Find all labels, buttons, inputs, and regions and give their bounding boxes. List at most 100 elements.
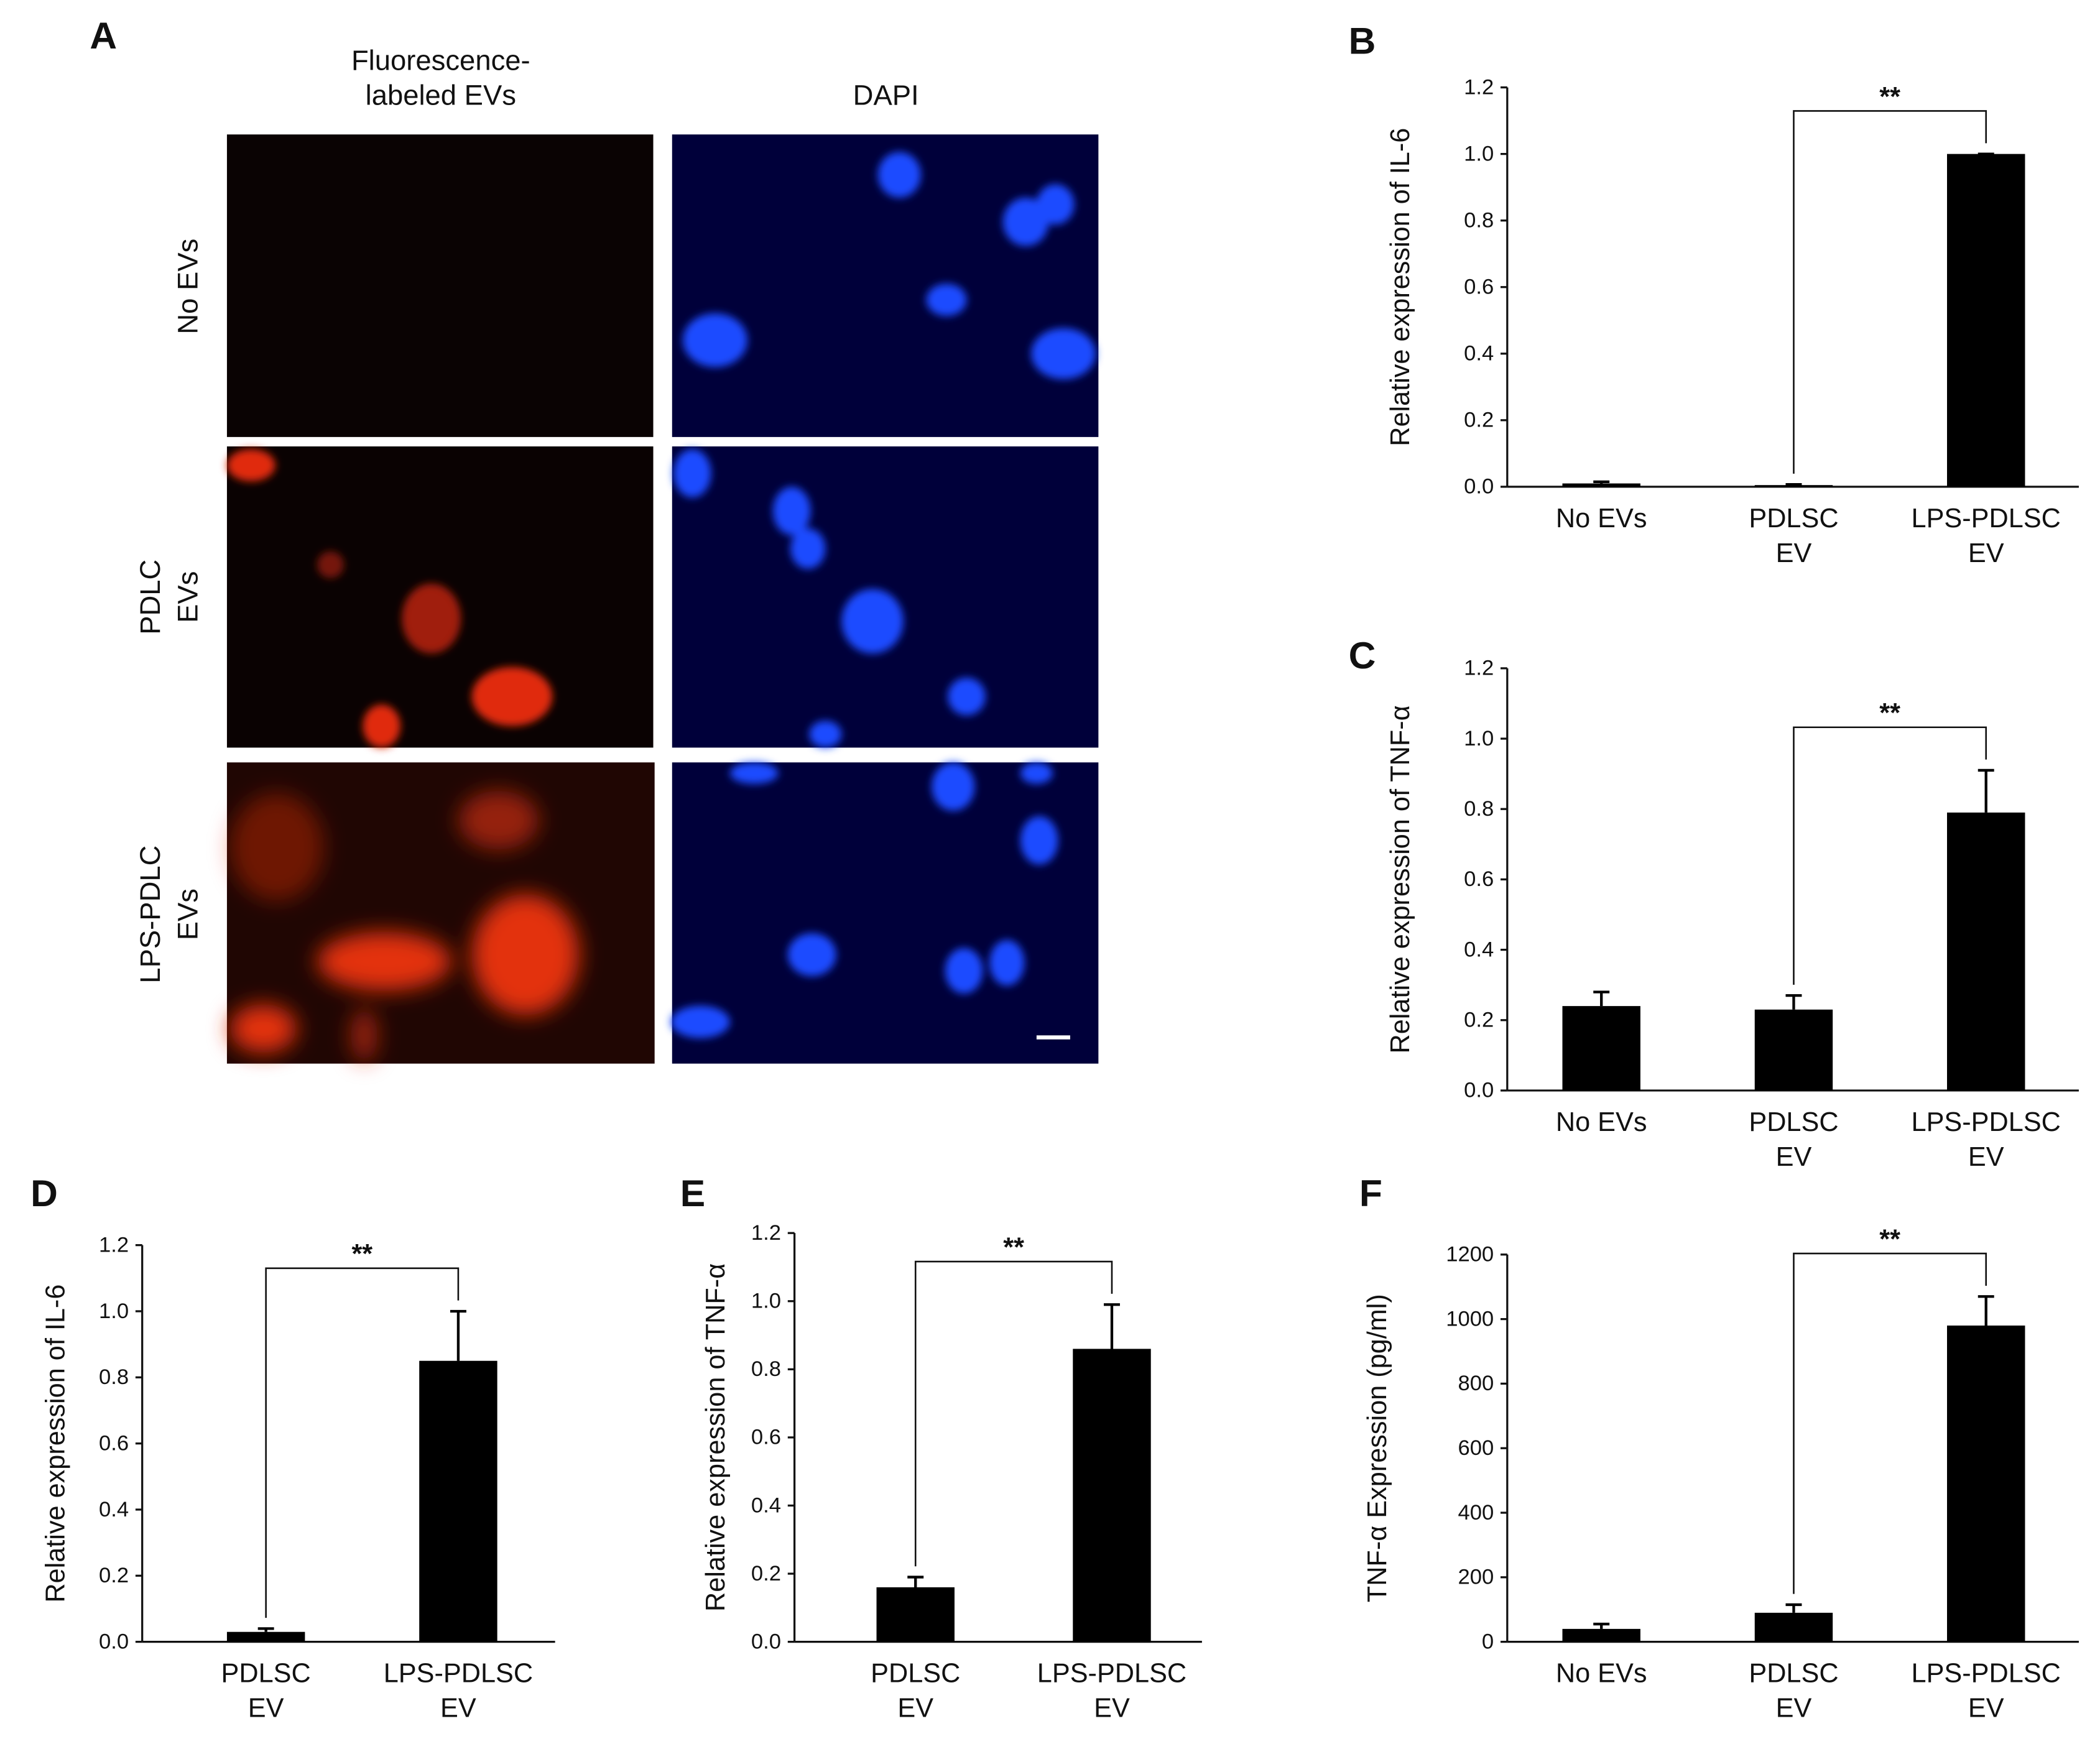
y-tick-label: 0.6 <box>1464 275 1494 299</box>
x-tick-label: PDLSC EV <box>221 1659 311 1723</box>
y-tick-label: 1.2 <box>1464 75 1494 99</box>
y-tick-label: 1.0 <box>99 1299 129 1323</box>
x-tick-label: LPS-PDLSC EV <box>1912 1659 2061 1723</box>
y-tick-label: 0.0 <box>99 1630 129 1653</box>
x-tick-label: PDLSC EV <box>871 1659 960 1723</box>
y-tick-label: 0.4 <box>751 1493 781 1517</box>
error-bar <box>1593 480 1610 484</box>
bar <box>1562 1628 1640 1642</box>
y-tick-label: 0.4 <box>1464 938 1494 961</box>
y-axis-label: Relative expression of IL-6 <box>1385 128 1415 446</box>
y-tick-label: 1000 <box>1446 1307 1494 1331</box>
y-tick-label: 0.2 <box>751 1562 781 1585</box>
significance-bracket <box>914 1260 1113 1567</box>
y-tick-label: 800 <box>1458 1372 1494 1395</box>
significance-bracket <box>1793 110 1987 474</box>
y-tick-label: 200 <box>1458 1566 1494 1589</box>
y-tick-label: 0.4 <box>99 1498 129 1521</box>
x-tick-label: No EVs <box>1556 504 1647 533</box>
bar <box>226 1631 305 1642</box>
x-tick-label: LPS-PDLSC EV <box>1912 504 2061 568</box>
x-tick-label: No EVs <box>1556 1107 1647 1137</box>
column-header: DAPI <box>853 80 919 111</box>
y-tick-label: 0.0 <box>1464 475 1494 499</box>
x-tick-label-line: EV <box>440 1694 476 1723</box>
x-tick-label-line: LPS-PDLSC <box>1912 1107 2061 1137</box>
bar <box>1562 483 1640 487</box>
significance-label: ** <box>1879 82 1900 112</box>
bar <box>1947 812 2025 1091</box>
x-tick-label-line: PDLSC <box>1749 504 1838 533</box>
x-tick-label: PDLSC EV <box>1749 1107 1838 1172</box>
x-tick-label-line: No EVs <box>1556 1107 1647 1137</box>
x-tick-label: LPS-PDLSC EV <box>384 1659 533 1723</box>
error-bar <box>1785 994 1802 1010</box>
y-tick-label: 0.6 <box>1464 867 1494 891</box>
x-tick-label-line: EV <box>897 1694 933 1723</box>
y-tick-label: 1.0 <box>1464 142 1494 165</box>
y-tick-label: 0.8 <box>1464 208 1494 232</box>
significance-bracket <box>265 1267 460 1618</box>
x-tick-label: PDLSC EV <box>1749 504 1838 568</box>
error-bar <box>1785 482 1802 486</box>
panel-letter: B <box>1349 20 1376 62</box>
column-header: Fluorescence-labeled EVs <box>351 44 530 111</box>
significance-label: ** <box>1879 698 1900 728</box>
y-axis-label: Relative expression of TNF-α <box>701 1263 731 1612</box>
bar <box>1947 154 2025 487</box>
error-bar <box>450 1309 466 1361</box>
x-tick-label-line: No EVs <box>1556 504 1647 533</box>
error-bar <box>907 1576 924 1587</box>
panel-letter: D <box>30 1172 58 1214</box>
error-bar <box>1104 1303 1120 1349</box>
x-tick-label-line: EV <box>1776 538 1812 568</box>
y-tick-label: 0.4 <box>1464 342 1494 366</box>
y-tick-label: 0.2 <box>1464 1008 1494 1032</box>
bar <box>1947 1325 2025 1642</box>
bar <box>876 1587 955 1642</box>
x-tick-label: PDLSC EV <box>1749 1659 1838 1723</box>
x-tick-label: LPS-PDLSC EV <box>1912 1107 2061 1172</box>
x-tick-label-line: PDLSC <box>1749 1659 1838 1689</box>
error-bar <box>1785 1603 1802 1613</box>
error-bar <box>1593 990 1610 1007</box>
x-tick-label-line: PDLSC <box>221 1659 311 1689</box>
x-tick-label-line: PDLSC <box>871 1659 960 1689</box>
y-axis-label: TNF-α Expression (pg/ml) <box>1362 1294 1392 1602</box>
bar <box>1754 1612 1833 1642</box>
y-tick-label: 1.2 <box>751 1221 781 1245</box>
row-header: PDLC EVs <box>134 560 204 635</box>
y-tick-label: 0 <box>1482 1630 1494 1653</box>
y-tick-label: 600 <box>1458 1436 1494 1460</box>
significance-label: ** <box>1003 1232 1024 1262</box>
bar <box>1754 485 1833 487</box>
significance-bracket <box>1793 1252 1987 1594</box>
significance-label: ** <box>351 1239 372 1269</box>
panel-letter: A <box>90 14 117 57</box>
bar <box>1562 1006 1640 1091</box>
error-bar <box>1977 768 1994 813</box>
x-tick-label-line: EV <box>248 1694 284 1723</box>
row-header: No EVs <box>172 239 203 334</box>
x-tick-label-line: EV <box>1968 1694 2004 1723</box>
significance-bracket <box>1793 726 1987 985</box>
y-tick-label: 0.0 <box>751 1630 781 1653</box>
row-header: LPS-PDLC EVs <box>134 846 204 984</box>
x-tick-label-line: EV <box>1968 1142 2004 1172</box>
x-tick-label-line: EV <box>1776 1694 1812 1723</box>
x-tick-label-line: LPS-PDLSC <box>1037 1659 1186 1689</box>
micrographs <box>226 134 1099 1064</box>
y-tick-label: 1.2 <box>99 1233 129 1257</box>
panel-letter: E <box>680 1172 705 1214</box>
panel-letter: C <box>1349 634 1376 676</box>
y-tick-label: 1.2 <box>1464 657 1494 680</box>
x-tick-label: LPS-PDLSC EV <box>1037 1659 1186 1723</box>
y-tick-label: 1.0 <box>1464 727 1494 750</box>
y-tick-label: 1.0 <box>751 1290 781 1313</box>
y-tick-label: 0.8 <box>99 1365 129 1389</box>
significance-label: ** <box>1879 1224 1900 1254</box>
y-tick-label: 1200 <box>1446 1243 1494 1266</box>
x-tick-label-line: No EVs <box>1556 1659 1647 1689</box>
x-tick-label-line: LPS-PDLSC <box>384 1659 533 1689</box>
